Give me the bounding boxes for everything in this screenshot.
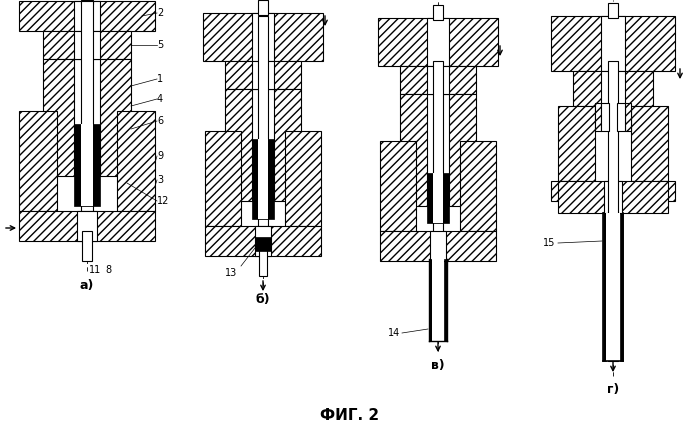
Bar (252, 139, 274, 219)
Bar (74, 124, 100, 206)
Text: г): г) (607, 383, 619, 396)
Text: б): б) (256, 293, 270, 306)
Text: 1: 1 (157, 74, 163, 84)
Bar (427, 18, 449, 66)
Bar (558, 106, 595, 181)
Bar (595, 103, 601, 131)
Bar (427, 66, 449, 94)
Bar (258, 16, 268, 226)
Text: 5: 5 (157, 40, 163, 50)
Bar (551, 181, 569, 201)
Bar (432, 259, 444, 341)
Bar (203, 13, 323, 61)
Bar (433, 61, 443, 311)
Text: ФИГ. 2: ФИГ. 2 (321, 408, 379, 423)
Text: а): а) (80, 279, 94, 292)
Bar (606, 213, 620, 361)
Bar (449, 94, 476, 206)
Bar (19, 1, 155, 31)
Bar (433, 173, 443, 223)
Text: 11: 11 (89, 265, 102, 275)
Text: 3: 3 (157, 175, 163, 185)
Bar (378, 18, 498, 66)
Bar (205, 226, 321, 256)
Bar (81, 0, 93, 4)
Bar (225, 89, 252, 201)
Bar (74, 31, 100, 59)
Bar (19, 211, 155, 241)
Bar (380, 231, 496, 261)
Bar (43, 59, 74, 176)
Bar (205, 131, 241, 226)
Text: 13: 13 (225, 268, 237, 278)
Bar (81, 1, 93, 211)
Bar (285, 131, 321, 226)
Bar (252, 13, 274, 61)
Bar (460, 141, 496, 231)
Bar (400, 66, 476, 94)
Bar (427, 173, 449, 223)
Bar (259, 246, 267, 276)
Bar (81, 124, 93, 206)
Bar (117, 111, 155, 211)
Bar (608, 61, 618, 361)
Bar (43, 31, 131, 59)
Bar (255, 226, 271, 256)
Bar (400, 94, 427, 206)
Bar (603, 213, 606, 361)
Text: 15: 15 (543, 238, 555, 248)
Bar (255, 237, 271, 251)
Bar (274, 89, 301, 201)
Bar (551, 16, 675, 71)
Bar (573, 71, 653, 106)
Bar (657, 181, 675, 201)
Text: 4: 4 (157, 94, 163, 104)
Bar (252, 61, 274, 89)
Text: 14: 14 (388, 328, 400, 338)
Bar (601, 16, 625, 71)
Bar (601, 103, 609, 131)
Bar (620, 213, 623, 361)
Text: в): в) (431, 359, 444, 372)
Text: 8: 8 (105, 265, 111, 275)
Bar (444, 259, 447, 341)
Bar (100, 59, 131, 176)
Bar (608, 3, 618, 18)
Text: 2: 2 (157, 8, 163, 18)
Bar (558, 181, 668, 213)
Bar (430, 231, 446, 261)
Bar (225, 61, 301, 89)
Bar (601, 71, 625, 106)
Bar (380, 141, 416, 231)
Bar (258, 139, 268, 219)
Bar (77, 211, 97, 241)
Text: 6: 6 (157, 116, 163, 126)
Bar (604, 181, 622, 213)
Bar (82, 231, 92, 261)
Bar (74, 1, 100, 31)
Text: 9: 9 (157, 151, 163, 161)
Bar (617, 103, 625, 131)
Text: 12: 12 (157, 196, 169, 206)
Bar (433, 5, 443, 20)
Bar (631, 106, 668, 181)
Bar (258, 0, 268, 15)
Bar (625, 103, 631, 131)
Bar (429, 259, 432, 341)
Bar (19, 111, 57, 211)
